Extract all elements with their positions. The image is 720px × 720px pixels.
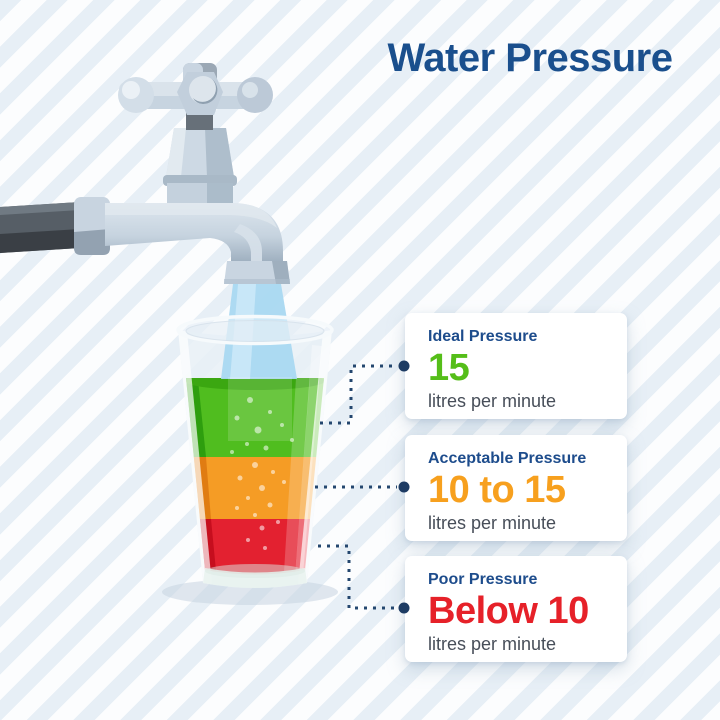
connector-dot-poor — [398, 602, 410, 614]
bubbles — [230, 397, 294, 550]
card-value: Below 10 — [428, 589, 589, 632]
card-unit: litres per minute — [428, 390, 557, 411]
faucet-icon — [0, 63, 290, 284]
card-unit: litres per minute — [428, 633, 557, 654]
card-value: 10 to 15 — [428, 468, 566, 511]
liquid-green-ideal — [186, 378, 324, 457]
pressure-liquid-layers — [186, 378, 324, 575]
water-stream — [221, 284, 297, 441]
card-label: Ideal Pressure — [428, 328, 538, 345]
connector-dot-acceptable — [398, 481, 410, 493]
connector-dot-ideal — [398, 360, 410, 372]
connector-ideal — [320, 364, 397, 425]
page-title: Water Pressure — [387, 36, 674, 80]
card-acceptable-pressure: Acceptable Pressure 10 to 15 litres per … — [405, 435, 627, 541]
glass-front — [176, 314, 334, 588]
connector-lines — [315, 364, 397, 610]
card-ideal-pressure: Ideal Pressure 15 litres per minute — [405, 313, 627, 419]
card-value: 15 — [428, 346, 470, 389]
card-poor-pressure: Poor Pressure Below 10 litres per minute — [405, 556, 627, 662]
glass-shadow — [162, 579, 338, 605]
card-label: Poor Pressure — [428, 571, 538, 588]
connector-poor — [318, 544, 397, 610]
card-unit: litres per minute — [428, 512, 557, 533]
card-label: Acceptable Pressure — [428, 450, 587, 467]
